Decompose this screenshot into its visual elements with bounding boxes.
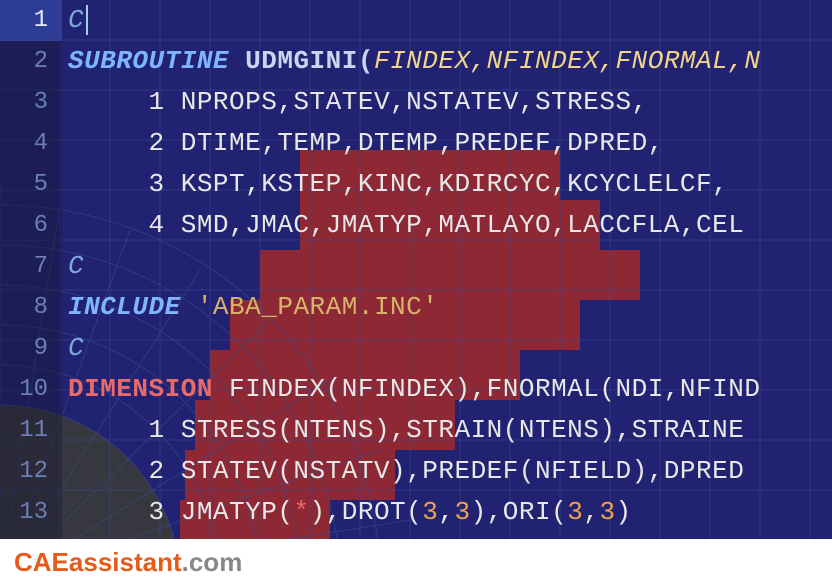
code-token: 1 STRESS(NTENS),STRAIN(NTENS),STRAINE	[68, 415, 744, 445]
watermark-text: CAEassistant.com	[14, 547, 242, 578]
line-number: 11	[0, 410, 62, 451]
code-token: 3	[422, 497, 438, 527]
line-number: 3	[0, 82, 62, 123]
code-line[interactable]: 2 DTIME,TEMP,DTEMP,PREDEF,DPRED,	[68, 123, 832, 164]
code-token: 3 JMATYP(	[68, 497, 293, 527]
code-line[interactable]: 3 JMATYP(*),DROT(3,3),ORI(3,3)	[68, 492, 832, 533]
code-token: 2 DTIME,TEMP,DTEMP,PREDEF,DPRED,	[68, 128, 664, 158]
code-line[interactable]: C	[68, 246, 832, 287]
line-number: 6	[0, 205, 62, 246]
line-number: 8	[0, 287, 62, 328]
code-token: INCLUDE	[68, 292, 197, 322]
code-line[interactable]: INCLUDE 'ABA_PARAM.INC'	[68, 287, 832, 328]
code-token: 'ABA_PARAM.INC'	[197, 292, 439, 322]
line-number: 2	[0, 41, 62, 82]
code-line[interactable]: 4 SMD,JMAC,JMATYP,MATLAYO,LACCFLA,CEL	[68, 205, 832, 246]
line-number: 13	[0, 492, 62, 533]
code-token: FINDEX,NFINDEX,FNORMAL,N	[374, 46, 760, 76]
code-token: )	[616, 497, 632, 527]
code-area[interactable]: C SUBROUTINE UDMGINI(FINDEX,NFINDEX,FNORM…	[62, 0, 832, 585]
code-token: ),DROT(	[310, 497, 423, 527]
watermark-part-b: .com	[182, 547, 243, 577]
code-token: C	[68, 5, 84, 35]
code-token: ,	[583, 497, 599, 527]
watermark-strip: CAEassistant.com	[0, 539, 832, 585]
code-line[interactable]: C	[68, 328, 832, 369]
code-line[interactable]: 1 NPROPS,STATEV,NSTATEV,STRESS,	[68, 82, 832, 123]
watermark-part-a: CAEassistant	[14, 547, 182, 577]
code-token: 2 STATEV(NSTATV),PREDEF(NFIELD),DPRED	[68, 456, 744, 486]
code-token: DIMENSION	[68, 374, 229, 404]
code-line[interactable]: C	[68, 0, 832, 41]
line-number: 9	[0, 328, 62, 369]
code-token: ,	[438, 497, 454, 527]
code-token: C	[68, 333, 84, 363]
code-token: 3 KSPT,KSTEP,KINC,KDIRCYC,KCYCLELCF,	[68, 169, 728, 199]
line-number-gutter: 12345678910111213	[0, 0, 62, 585]
code-line[interactable]: 2 STATEV(NSTATV),PREDEF(NFIELD),DPRED	[68, 451, 832, 492]
code-token: *	[293, 497, 309, 527]
line-number: 4	[0, 123, 62, 164]
code-token: UDMGINI(	[245, 46, 374, 76]
code-line[interactable]: SUBROUTINE UDMGINI(FINDEX,NFINDEX,FNORMA…	[68, 41, 832, 82]
line-number: 1	[0, 0, 62, 41]
code-editor[interactable]: 12345678910111213 CSUBROUTINE UDMGINI(FI…	[0, 0, 832, 585]
line-number: 10	[0, 369, 62, 410]
code-token: 1 NPROPS,STATEV,NSTATEV,STRESS,	[68, 87, 648, 117]
code-token: ),ORI(	[471, 497, 568, 527]
code-line[interactable]: DIMENSION FINDEX(NFINDEX),FNORMAL(NDI,NF…	[68, 369, 832, 410]
code-token: FINDEX(NFINDEX),FNORMAL(NDI,NFIND	[229, 374, 760, 404]
code-token: 4 SMD,JMAC,JMATYP,MATLAYO,LACCFLA,CEL	[68, 210, 744, 240]
code-token: SUBROUTINE	[68, 46, 245, 76]
line-number: 5	[0, 164, 62, 205]
line-number: 12	[0, 451, 62, 492]
code-token: 3	[599, 497, 615, 527]
code-line[interactable]: 3 KSPT,KSTEP,KINC,KDIRCYC,KCYCLELCF,	[68, 164, 832, 205]
text-cursor	[86, 5, 88, 35]
code-token: 3	[567, 497, 583, 527]
line-number: 7	[0, 246, 62, 287]
code-token: C	[68, 251, 84, 281]
code-line[interactable]: 1 STRESS(NTENS),STRAIN(NTENS),STRAINE	[68, 410, 832, 451]
code-token: 3	[454, 497, 470, 527]
